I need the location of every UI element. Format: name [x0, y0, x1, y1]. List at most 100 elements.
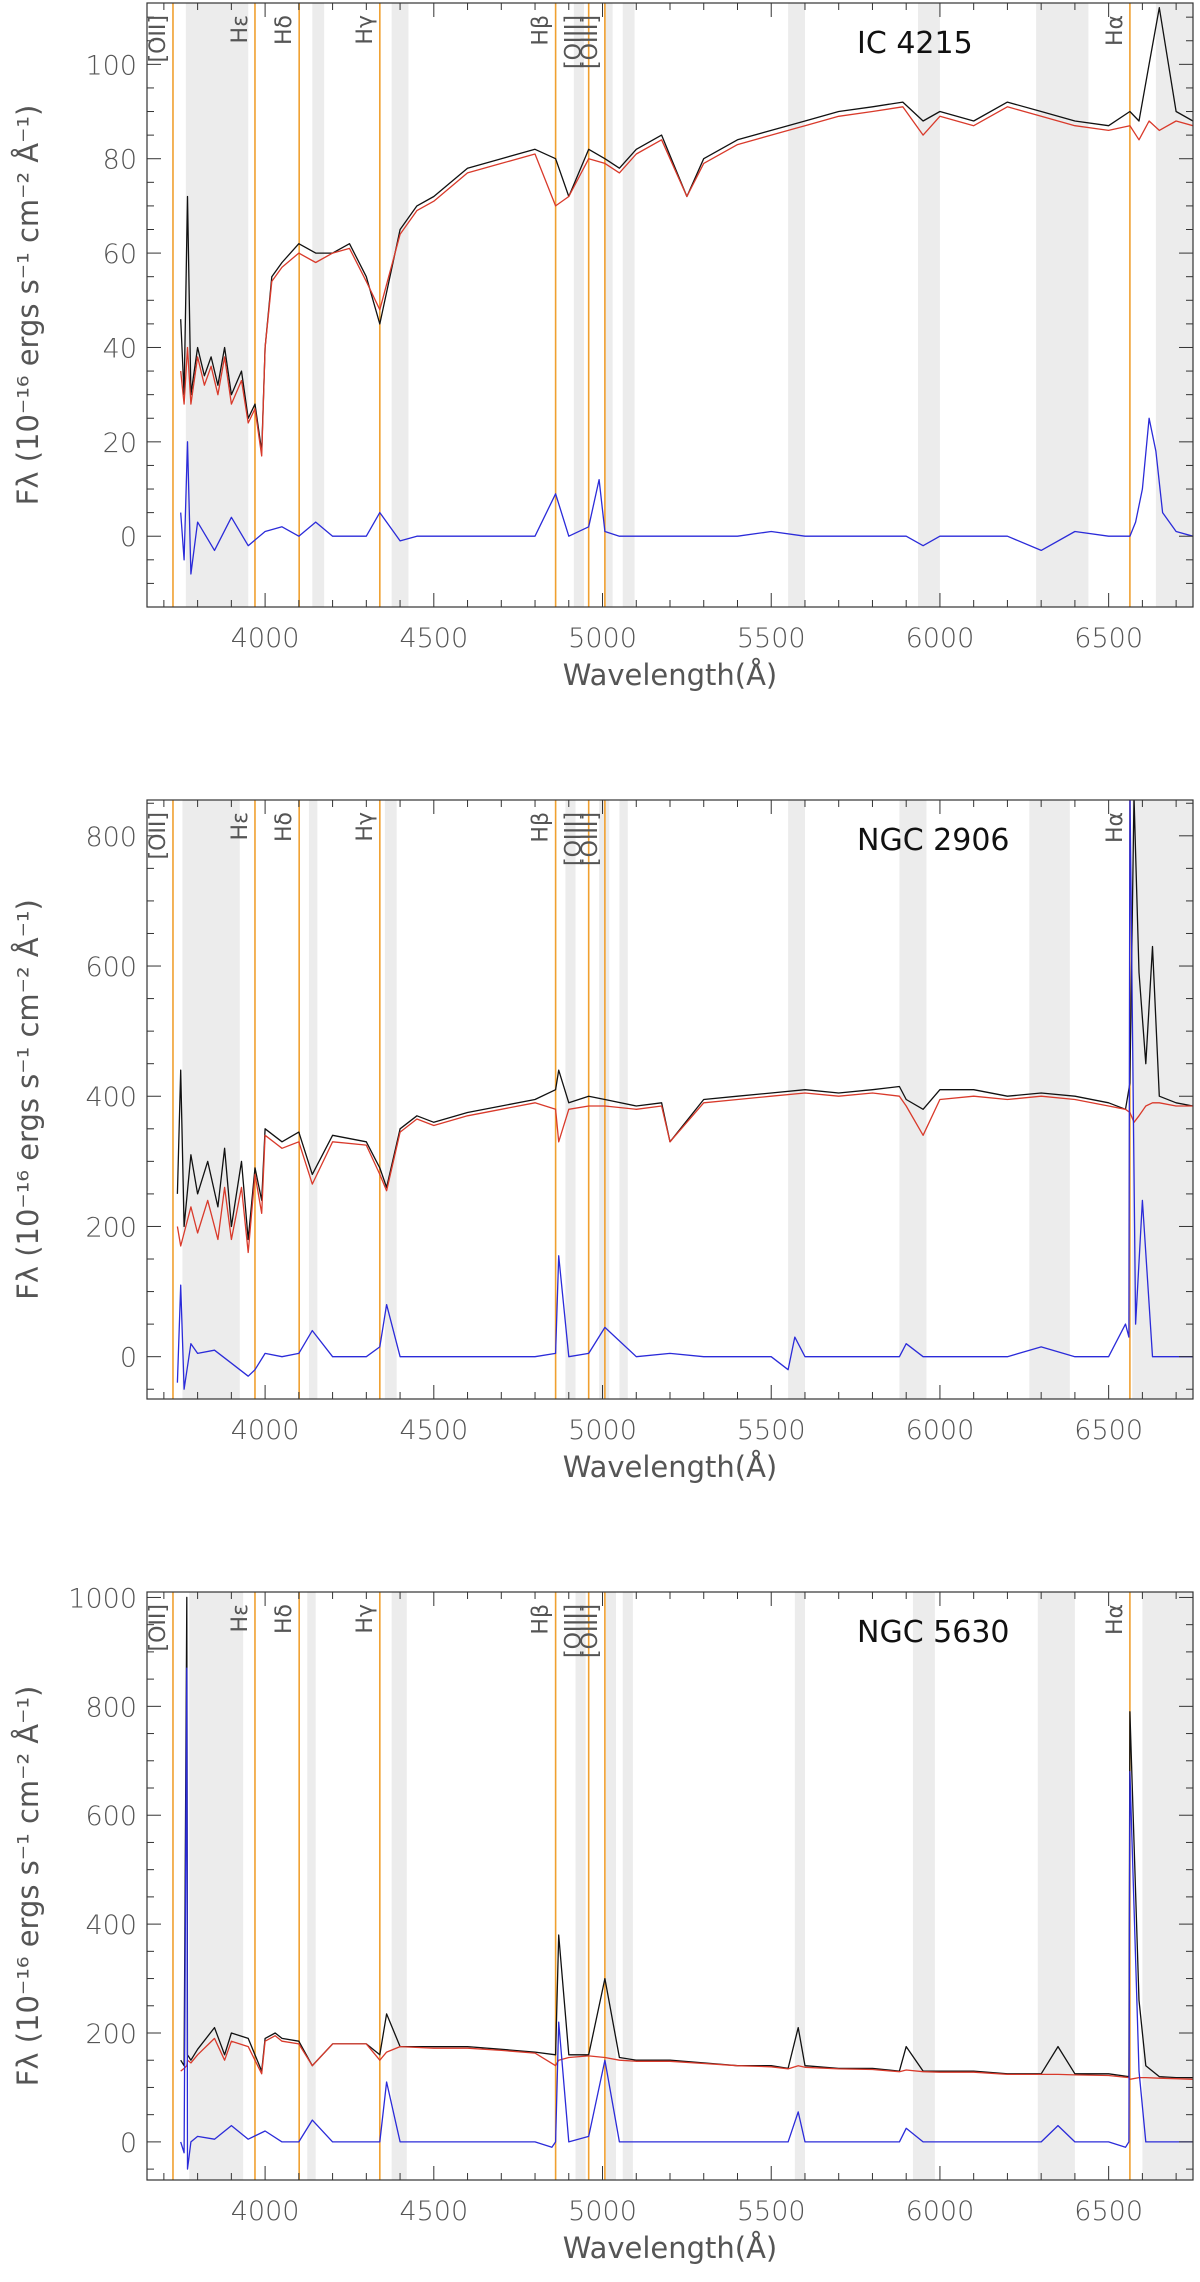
y-tick-label: 0 [120, 2128, 137, 2159]
y-tick-label: 200 [85, 2019, 137, 2050]
y-axis-label: Fλ (10⁻¹⁶ ergs s⁻¹ cm⁻² Å⁻¹) [11, 899, 45, 1300]
x-tick-label: 5000 [568, 2196, 637, 2227]
masked-band [575, 1592, 586, 2180]
emission-line-label: Hε [228, 1604, 253, 1632]
emission-line-label: [OIII] [562, 15, 587, 69]
residual-spectrum-line [180, 1667, 1193, 2170]
object-name: IC 4215 [857, 26, 973, 61]
model-spectrum-line [180, 2035, 1193, 2080]
y-tick-label: 400 [85, 1082, 137, 1113]
masked-band [1142, 1592, 1193, 2180]
x-tick-label: 4500 [399, 2196, 468, 2227]
x-axis-label: Wavelength(Å) [563, 1450, 778, 1484]
masked-band [788, 800, 805, 1399]
x-tick-label: 6500 [1074, 2196, 1143, 2227]
masked-band [308, 800, 318, 1399]
y-tick-label: 200 [85, 1212, 137, 1243]
y-axis-label: Fλ (10⁻¹⁶ ergs s⁻¹ cm⁻² Å⁻¹) [11, 105, 45, 506]
emission-line-label: [OII] [146, 15, 171, 62]
masked-band [1036, 3, 1089, 607]
residual-spectrum-line [180, 417, 1193, 575]
masked-band [794, 1592, 805, 2180]
masked-band [391, 1592, 407, 2180]
emission-line-label: Hβ [529, 1604, 554, 1635]
emission-line-label: [OIII] [578, 15, 603, 69]
emission-line-label: Hβ [529, 15, 554, 46]
masked-band [185, 3, 249, 607]
emission-line-label: [OIII] [578, 1604, 603, 1658]
emission-line-label: Hβ [529, 812, 554, 843]
object-name: NGC 2906 [857, 823, 1010, 858]
observed-spectrum-line [176, 800, 1193, 1241]
y-tick-label: 600 [85, 1801, 137, 1832]
x-tick-label: 5000 [568, 623, 637, 654]
x-axis-label: Wavelength(Å) [563, 658, 778, 692]
x-tick-label: 6000 [906, 2196, 975, 2227]
emission-line-label: Hε [228, 812, 253, 840]
panel-ngc-2906: 4000 4500 5000 5500 6000 6500 0 200 400 600 800 Wav… [11, 799, 1194, 1484]
masked-band [1155, 3, 1193, 607]
y-tick-label: 800 [85, 822, 137, 853]
y-tick-label: 600 [85, 952, 137, 983]
x-tick-label: 4000 [231, 1415, 300, 1446]
x-tick-label: 5000 [568, 1415, 637, 1446]
emission-line-label: Hδ [272, 812, 297, 842]
y-tick-label: 0 [120, 522, 137, 553]
masked-band [899, 800, 927, 1399]
emission-line-label: [OIII] [578, 812, 603, 866]
x-tick-label: 5500 [737, 623, 806, 654]
masked-band [622, 1592, 633, 2180]
x-tick-label: 4000 [231, 2196, 300, 2227]
panel-ngc-5630: 4000 4500 5000 5500 6000 6500 0 200 400 600 800 100… [11, 1583, 1194, 2265]
emission-line-label: [OIII] [562, 1604, 587, 1658]
y-tick-label: 800 [85, 1692, 137, 1723]
emission-line-label: Hδ [272, 15, 297, 45]
masked-band [788, 3, 805, 607]
emission-line-label: Hα [1103, 1604, 1128, 1635]
masked-band [605, 1592, 617, 2180]
y-tick-label: 20 [103, 428, 137, 459]
model-spectrum-line [176, 1092, 1193, 1254]
residual-spectrum-line [176, 800, 1193, 1390]
y-tick-label: 400 [85, 1910, 137, 1941]
x-tick-label: 5500 [737, 1415, 806, 1446]
masked-band [391, 3, 409, 607]
y-tick-label: 100 [85, 50, 137, 81]
y-tick-label: 0 [120, 1343, 137, 1374]
masked-band [912, 1592, 935, 2180]
masked-band [1037, 1592, 1075, 2180]
emission-line-label: Hα [1103, 15, 1128, 46]
masked-band [918, 3, 940, 607]
x-tick-label: 4000 [231, 623, 300, 654]
x-tick-label: 6000 [906, 1415, 975, 1446]
y-tick-label: 60 [103, 239, 137, 270]
plot-area [172, 1592, 1193, 2180]
emission-line-label: [OII] [146, 1604, 171, 1651]
x-tick-label: 4500 [399, 1415, 468, 1446]
emission-line-label: Hγ [353, 1604, 378, 1634]
plot-frame [146, 1591, 1194, 2181]
plot-area [172, 3, 1193, 607]
y-tick-label: 1000 [68, 1583, 137, 1614]
x-tick-label: 6500 [1074, 1415, 1143, 1446]
emission-line-label: Hγ [353, 812, 378, 842]
object-name: NGC 5630 [857, 1615, 1010, 1650]
emission-line-label: Hε [228, 15, 253, 43]
emission-line-label: Hγ [353, 15, 378, 45]
masked-band [619, 800, 628, 1399]
model-spectrum-line [180, 106, 1193, 457]
masked-band [1132, 800, 1193, 1399]
x-axis-label: Wavelength(Å) [563, 2231, 778, 2265]
y-axis-label: Fλ (10⁻¹⁶ ergs s⁻¹ cm⁻² Å⁻¹) [11, 1686, 45, 2087]
x-tick-label: 4500 [399, 623, 468, 654]
plot-area [172, 800, 1193, 1399]
masked-band [182, 800, 240, 1399]
x-tick-label: 5500 [737, 2196, 806, 2227]
y-tick-label: 40 [103, 333, 137, 364]
observed-spectrum-line [180, 1596, 1193, 2079]
observed-spectrum-line [180, 7, 1193, 452]
masked-band [1029, 800, 1070, 1399]
y-tick-label: 80 [103, 145, 137, 176]
masked-band [622, 3, 635, 607]
masked-band [312, 3, 325, 607]
